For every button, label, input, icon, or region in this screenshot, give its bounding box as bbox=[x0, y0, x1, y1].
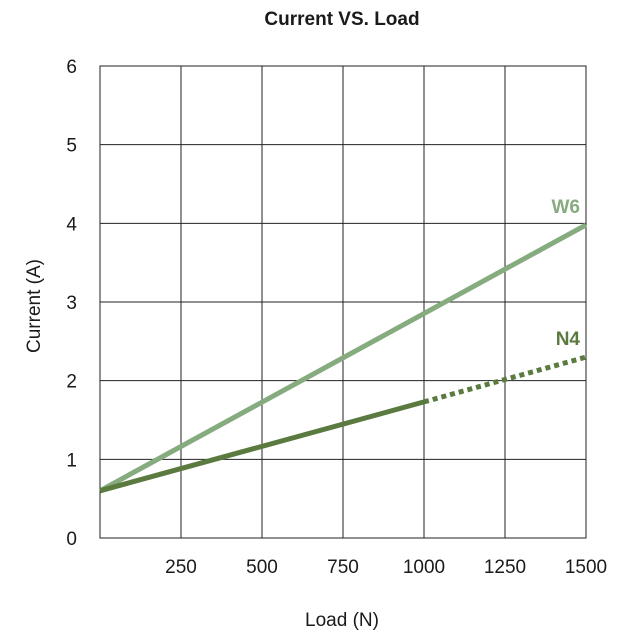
y-tick-label: 6 bbox=[66, 57, 77, 78]
y-axis-label: Current (A) bbox=[24, 259, 45, 353]
series-layer bbox=[98, 222, 588, 494]
series-n4-line-dotted bbox=[423, 354, 587, 405]
tick-labels: 250 500 750 1000 1250 1500 0 1 2 3 4 5 6 bbox=[66, 57, 607, 578]
x-axis-label: Load (N) bbox=[305, 610, 379, 631]
y-tick-label: 1 bbox=[66, 450, 77, 471]
series-label-w6: W6 bbox=[552, 197, 581, 218]
y-tick-label: 0 bbox=[66, 529, 77, 550]
x-tick-label: 1250 bbox=[484, 557, 526, 578]
x-tick-label: 250 bbox=[165, 557, 197, 578]
chart-title: Current VS. Load bbox=[264, 9, 419, 30]
y-tick-label: 4 bbox=[66, 214, 77, 235]
series-n4-line bbox=[99, 399, 425, 494]
x-tick-label: 500 bbox=[246, 557, 278, 578]
x-tick-label: 1500 bbox=[565, 557, 607, 578]
series-label-n4: N4 bbox=[556, 329, 581, 350]
x-tick-label: 750 bbox=[327, 557, 359, 578]
y-tick-label: 3 bbox=[66, 293, 77, 314]
series-labels: W6 N4 bbox=[552, 197, 581, 350]
series-w6-line bbox=[98, 222, 588, 493]
x-tick-label: 1000 bbox=[403, 557, 445, 578]
y-tick-label: 5 bbox=[66, 136, 77, 157]
grid bbox=[99, 65, 587, 539]
y-tick-label: 2 bbox=[66, 372, 77, 393]
